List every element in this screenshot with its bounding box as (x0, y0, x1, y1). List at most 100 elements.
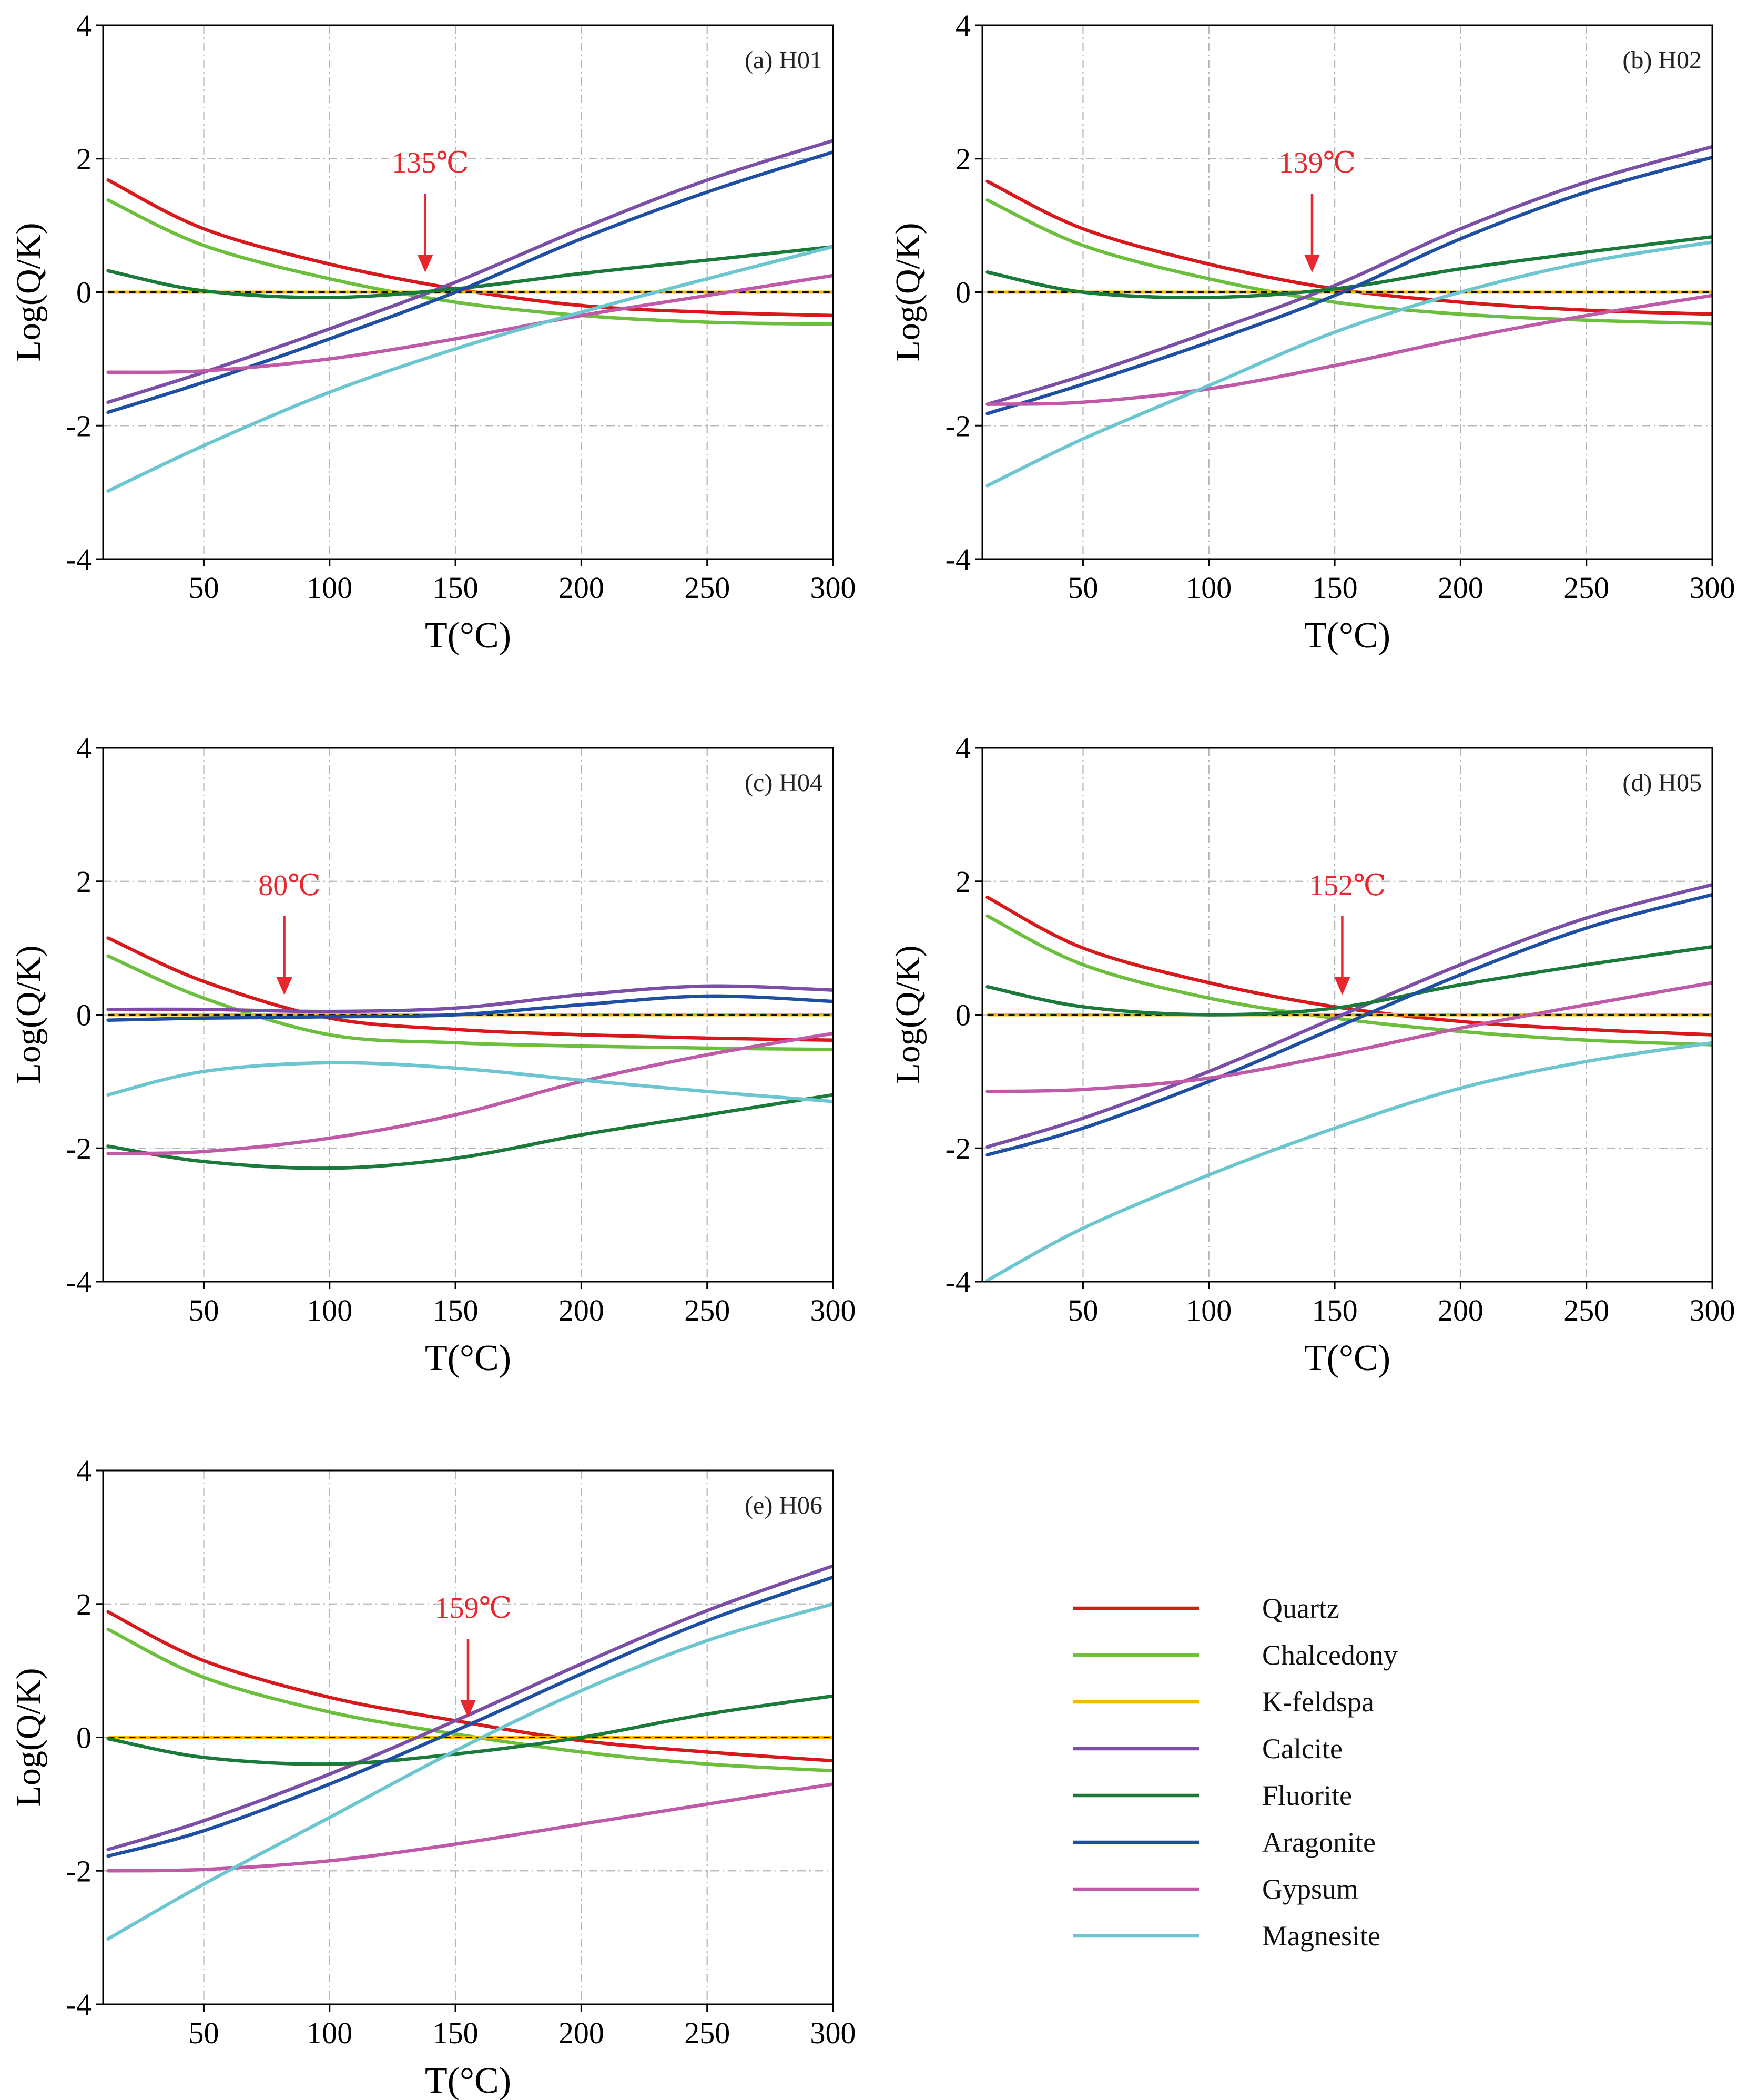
x-tick-label: 300 (810, 2016, 856, 2050)
legend-label: Chalcedony (1262, 1639, 1398, 1671)
y-tick-label: -2 (946, 1131, 971, 1165)
series-group (106, 1564, 833, 1941)
y-tick-label: 4 (956, 8, 971, 43)
series-line-chalcedony (106, 198, 833, 326)
x-tick-label: 250 (684, 1293, 730, 1327)
y-tick-label: 4 (76, 1454, 92, 1488)
series-line-magnesite (106, 245, 833, 493)
y-tick-label: -2 (66, 409, 92, 443)
series-group (985, 882, 1712, 1282)
legend-label: Fluorite (1262, 1780, 1352, 1811)
annotation-label: 159℃ (435, 1592, 512, 1625)
legend-label: Magnesite (1262, 1920, 1380, 1952)
x-tick-label: 150 (433, 2016, 479, 2050)
y-tick-label: 0 (76, 998, 92, 1032)
annotation-label: 135℃ (392, 147, 469, 179)
series-line-gypsum (106, 1031, 833, 1155)
x-tick-label: 100 (307, 1293, 352, 1327)
y-tick-label: 0 (956, 276, 971, 310)
series-line-aragonite (106, 994, 833, 1022)
x-tick-label: 300 (1690, 1293, 1735, 1327)
x-tick-label: 50 (1068, 1293, 1098, 1327)
x-tick-label: 300 (810, 1293, 856, 1327)
series-line-aragonite (985, 155, 1712, 415)
y-tick-label: 2 (76, 1587, 92, 1621)
x-tick-label: 250 (684, 2016, 730, 2050)
series-line-calcite (106, 139, 833, 404)
x-tick-label: 300 (1690, 571, 1735, 605)
series-line-quartz (106, 936, 833, 1042)
legend-item-fluorite: Fluorite (1073, 1780, 1352, 1811)
x-tick-label: 200 (558, 571, 604, 605)
x-tick-label: 50 (188, 2016, 219, 2050)
annotation-label: 80℃ (258, 869, 321, 902)
x-axis-label: T(°C) (1304, 615, 1390, 656)
chart-panel-1: 50 100 150 200 250 300 -4 -2 0 2 4 T(°C) Log(Q/K) (a)… (9, 8, 856, 656)
y-tick-label: -2 (66, 1131, 92, 1165)
x-tick-label: 250 (684, 571, 730, 605)
panel-label: (c) H04 (745, 769, 822, 797)
x-tick-label: 200 (1438, 571, 1483, 605)
series-group (106, 139, 833, 493)
x-tick-label: 200 (1438, 1293, 1483, 1327)
series-line-aragonite (985, 892, 1712, 1157)
x-axis-label: T(°C) (425, 1338, 511, 1378)
y-tick-label: 0 (956, 998, 971, 1032)
annotation-arrow-head (1334, 977, 1350, 995)
y-tick-label: -4 (946, 542, 971, 576)
legend-label: K-feldspa (1262, 1686, 1374, 1718)
x-axis-label: T(°C) (1304, 1338, 1390, 1378)
legend-item-calcite: Calcite (1073, 1733, 1343, 1764)
y-tick-label: -4 (946, 1265, 971, 1299)
y-tick-label: 2 (76, 142, 92, 176)
series-line-chalcedony (985, 914, 1712, 1047)
x-tick-label: 50 (188, 571, 219, 605)
chart-panel-2: 50 100 150 200 250 300 -4 -2 0 2 4 T(°C) Log(Q/K) (b)… (889, 8, 1735, 656)
series-line-chalcedony (106, 954, 833, 1051)
y-tick-label: 2 (76, 865, 92, 899)
y-tick-label: 2 (956, 865, 971, 899)
series-line-fluorite (985, 235, 1712, 300)
legend-item-aragonite: Aragonite (1073, 1827, 1376, 1858)
annotation-arrow-head (1304, 255, 1320, 272)
legend-item-magnesite: Magnesite (1073, 1920, 1380, 1952)
x-tick-label: 100 (307, 2016, 352, 2050)
series-line-gypsum (985, 981, 1712, 1093)
series-line-calcite (985, 145, 1712, 406)
y-tick-label: -4 (66, 1265, 92, 1299)
legend-item-gypsum: Gypsum (1073, 1873, 1358, 1905)
y-tick-label: 4 (76, 8, 92, 43)
y-axis-label: Log(Q/K) (9, 1668, 48, 1807)
y-tick-label: -4 (66, 542, 92, 576)
x-tick-label: 100 (1186, 1293, 1232, 1327)
y-tick-label: 4 (956, 731, 971, 765)
y-tick-label: 4 (76, 731, 92, 765)
series-line-calcite (106, 984, 833, 1013)
x-tick-label: 200 (558, 1293, 604, 1327)
x-tick-label: 250 (1563, 1293, 1609, 1327)
legend-item-quartz: Quartz (1073, 1592, 1339, 1624)
series-group (106, 936, 833, 1170)
x-axis-label: T(°C) (425, 615, 511, 656)
y-axis-label: Log(Q/K) (889, 223, 927, 362)
x-tick-label: 50 (188, 1293, 219, 1327)
x-tick-label: 150 (1312, 1293, 1358, 1327)
x-tick-label: 100 (307, 571, 352, 605)
series-line-gypsum (106, 273, 833, 374)
series-line-gypsum (985, 293, 1712, 406)
panel-label: (b) H02 (1622, 46, 1702, 74)
annotation-arrow-head (460, 1700, 476, 1718)
series-line-aragonite (106, 150, 833, 414)
x-tick-label: 100 (1186, 571, 1232, 605)
x-tick-label: 150 (433, 1293, 479, 1327)
annotation-label: 139℃ (1279, 147, 1356, 179)
series-line-fluorite (106, 1694, 833, 1766)
x-axis-label: T(°C) (425, 2061, 511, 2100)
series-line-magnesite (985, 240, 1712, 488)
series-line-fluorite (106, 245, 833, 299)
y-tick-label: -4 (66, 1987, 92, 2022)
annotation-arrow-head (417, 255, 433, 272)
x-tick-label: 250 (1563, 571, 1609, 605)
series-line-magnesite (106, 1061, 833, 1103)
y-tick-label: 0 (76, 276, 92, 310)
